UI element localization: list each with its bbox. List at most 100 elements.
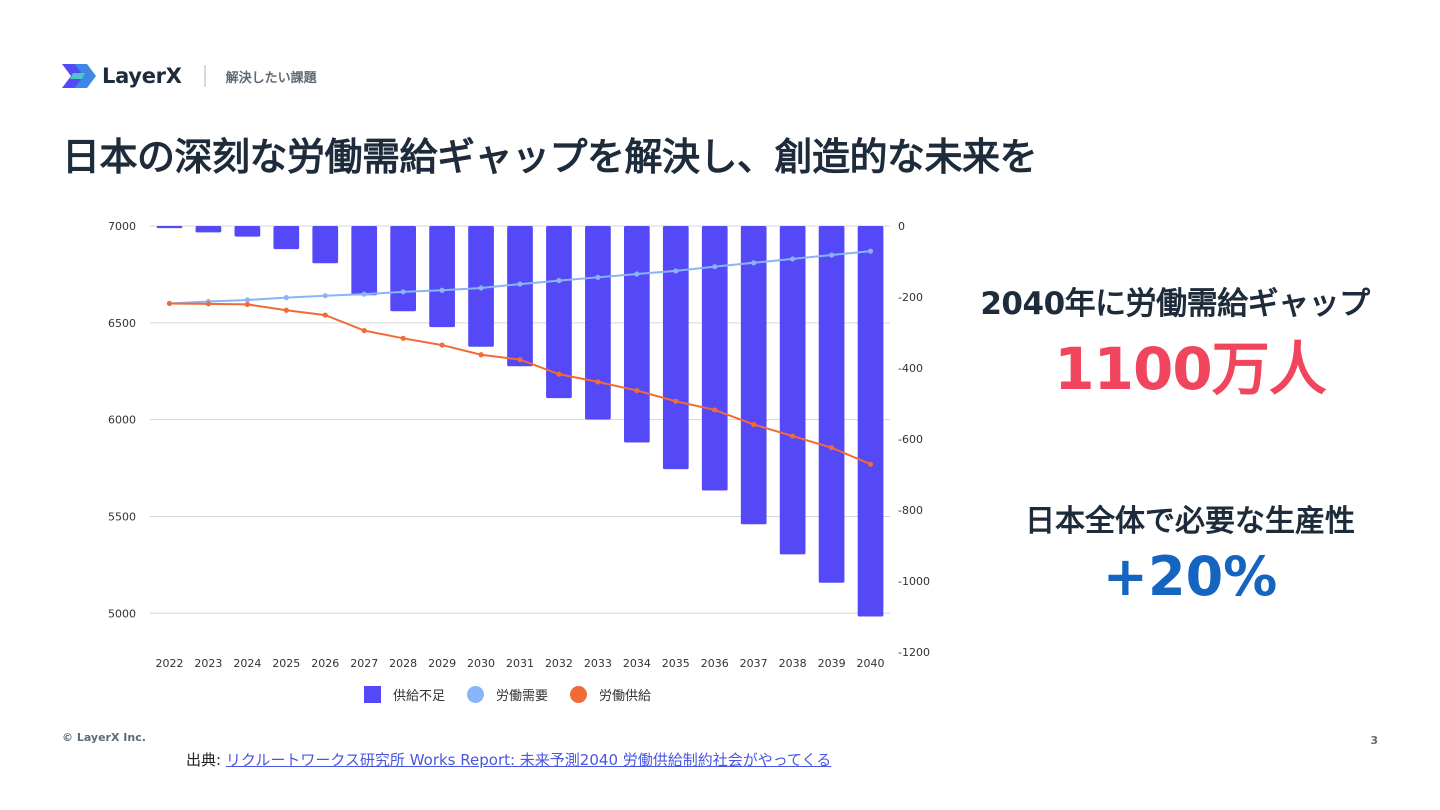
bar-shortage	[507, 226, 533, 367]
x-axis-tick-label: 2029	[428, 657, 456, 670]
x-axis-tick-label: 2023	[194, 657, 222, 670]
bar-shortage	[273, 226, 300, 250]
point-demand	[361, 291, 367, 297]
legend-swatch-shortage	[364, 686, 381, 703]
right-axis-tick-label: -600	[898, 433, 923, 446]
point-supply	[322, 312, 328, 318]
bar-shortage	[857, 226, 884, 617]
bar-shortage	[234, 226, 261, 237]
point-demand	[712, 264, 718, 270]
point-demand	[595, 274, 601, 280]
left-axis-tick-label: 5500	[108, 510, 136, 523]
legend-label-supply: 労働供給	[599, 689, 652, 704]
point-supply	[712, 407, 718, 413]
header-divider	[203, 65, 206, 87]
legend-item-supply: 労働供給	[570, 685, 651, 704]
x-axis-tick-label: 2039	[818, 657, 846, 670]
point-supply	[244, 301, 250, 308]
point-supply	[867, 461, 874, 467]
x-axis-tick-label: 2034	[623, 657, 651, 670]
legend-label-shortage: 供給不足	[393, 689, 446, 704]
left-axis-tick-label: 7000	[108, 220, 136, 233]
bar-shortage	[585, 226, 611, 420]
x-axis-tick-label: 2031	[506, 657, 534, 670]
right-axis-tick-label: -1200	[898, 646, 930, 659]
source-prefix: 出典:	[186, 751, 226, 769]
point-supply	[595, 379, 601, 385]
point-demand	[283, 295, 289, 301]
gap-value: 1100万人	[1054, 335, 1326, 403]
x-axis-tick-label: 2025	[272, 657, 300, 670]
point-supply	[828, 445, 835, 451]
point-supply	[166, 300, 173, 307]
point-demand	[867, 248, 874, 254]
productivity-value: +20%	[1102, 545, 1278, 608]
point-demand	[517, 281, 523, 287]
point-supply	[478, 352, 484, 358]
point-supply	[439, 342, 445, 348]
x-axis-tick-label: 2035	[662, 657, 690, 670]
point-supply	[790, 433, 796, 439]
x-axis-tick-label: 2030	[467, 657, 495, 670]
source-citation: 出典: リクルートワークス研究所 Works Report: 未来予測2040 …	[186, 749, 831, 770]
point-supply	[205, 301, 212, 307]
copyright: © LayerX Inc.	[62, 731, 146, 744]
point-demand	[322, 293, 328, 299]
left-axis-tick-label: 6500	[108, 317, 136, 330]
point-supply	[361, 327, 367, 334]
x-axis-tick-label: 2022	[155, 657, 183, 670]
page-number: 3	[1370, 734, 1378, 747]
bar-shortage	[740, 226, 767, 525]
right-axis-tick-label: 0	[898, 220, 905, 233]
point-demand	[244, 297, 250, 303]
source-link[interactable]: リクルートワークス研究所 Works Report: 未来予測2040 労働供給…	[225, 751, 832, 769]
bar-shortage	[779, 226, 806, 555]
labor-gap-chart: 7000 6500 6000 5500 5000 0 -200 -400 -600 -800 -10…	[108, 220, 930, 670]
point-demand	[439, 287, 445, 293]
legend-item-demand: 労働需要	[467, 685, 548, 704]
x-axis-tick-label: 2033	[584, 657, 612, 670]
right-axis-tick-label: -1000	[898, 575, 930, 588]
legend-label-demand: 労働需要	[496, 689, 549, 704]
bar-shortage	[546, 226, 572, 399]
gap-label: 2040年に労働需給ギャップ	[980, 286, 1370, 322]
point-demand	[673, 268, 679, 274]
point-supply	[283, 307, 289, 313]
brand-name: LayerX	[102, 64, 182, 88]
page-title: 日本の深刻な労働需給ギャップを解決し、創造的な未来を	[62, 135, 1038, 179]
point-demand	[634, 271, 640, 277]
header: LayerX 解決したい課題	[62, 60, 317, 92]
x-axis-tick-label: 2024	[233, 657, 261, 670]
brand-logo[interactable]: LayerX	[62, 62, 182, 90]
legend-swatch-supply	[570, 686, 588, 703]
section-label: 解決したい課題	[225, 70, 317, 86]
legend-item-shortage: 供給不足	[364, 685, 445, 704]
point-supply	[673, 398, 679, 404]
x-axis-tick-label: 2026	[311, 657, 339, 670]
point-demand	[478, 285, 484, 291]
point-supply	[517, 357, 523, 363]
x-axis-tick-label: 2038	[779, 657, 807, 670]
right-axis-tick-label: -800	[898, 504, 923, 517]
x-axis-tick-label: 2036	[701, 657, 729, 670]
bar-shortage	[429, 226, 455, 328]
x-axis-tick-label: 2028	[389, 657, 417, 670]
point-demand	[556, 278, 562, 284]
left-axis-tick-label: 5000	[108, 607, 136, 620]
point-supply	[751, 421, 757, 428]
x-axis-tick-label: 2037	[740, 657, 768, 670]
bar-shortage	[390, 226, 417, 312]
bar-shortage	[662, 226, 689, 470]
chart-legend: 供給不足 労働需要 労働供給	[364, 685, 673, 704]
left-axis-tick-label: 6000	[108, 414, 136, 427]
bar-shortage	[701, 226, 728, 491]
point-demand	[400, 289, 406, 295]
point-demand	[828, 252, 835, 258]
bar-shortage	[818, 226, 845, 583]
bar-shortage	[195, 226, 222, 233]
right-axis-tick-label: -400	[898, 362, 923, 375]
x-axis-tick-label: 2032	[545, 657, 573, 670]
point-supply	[556, 371, 562, 377]
x-axis-tick-label: 2027	[350, 657, 378, 670]
bar-shortage	[312, 226, 339, 264]
